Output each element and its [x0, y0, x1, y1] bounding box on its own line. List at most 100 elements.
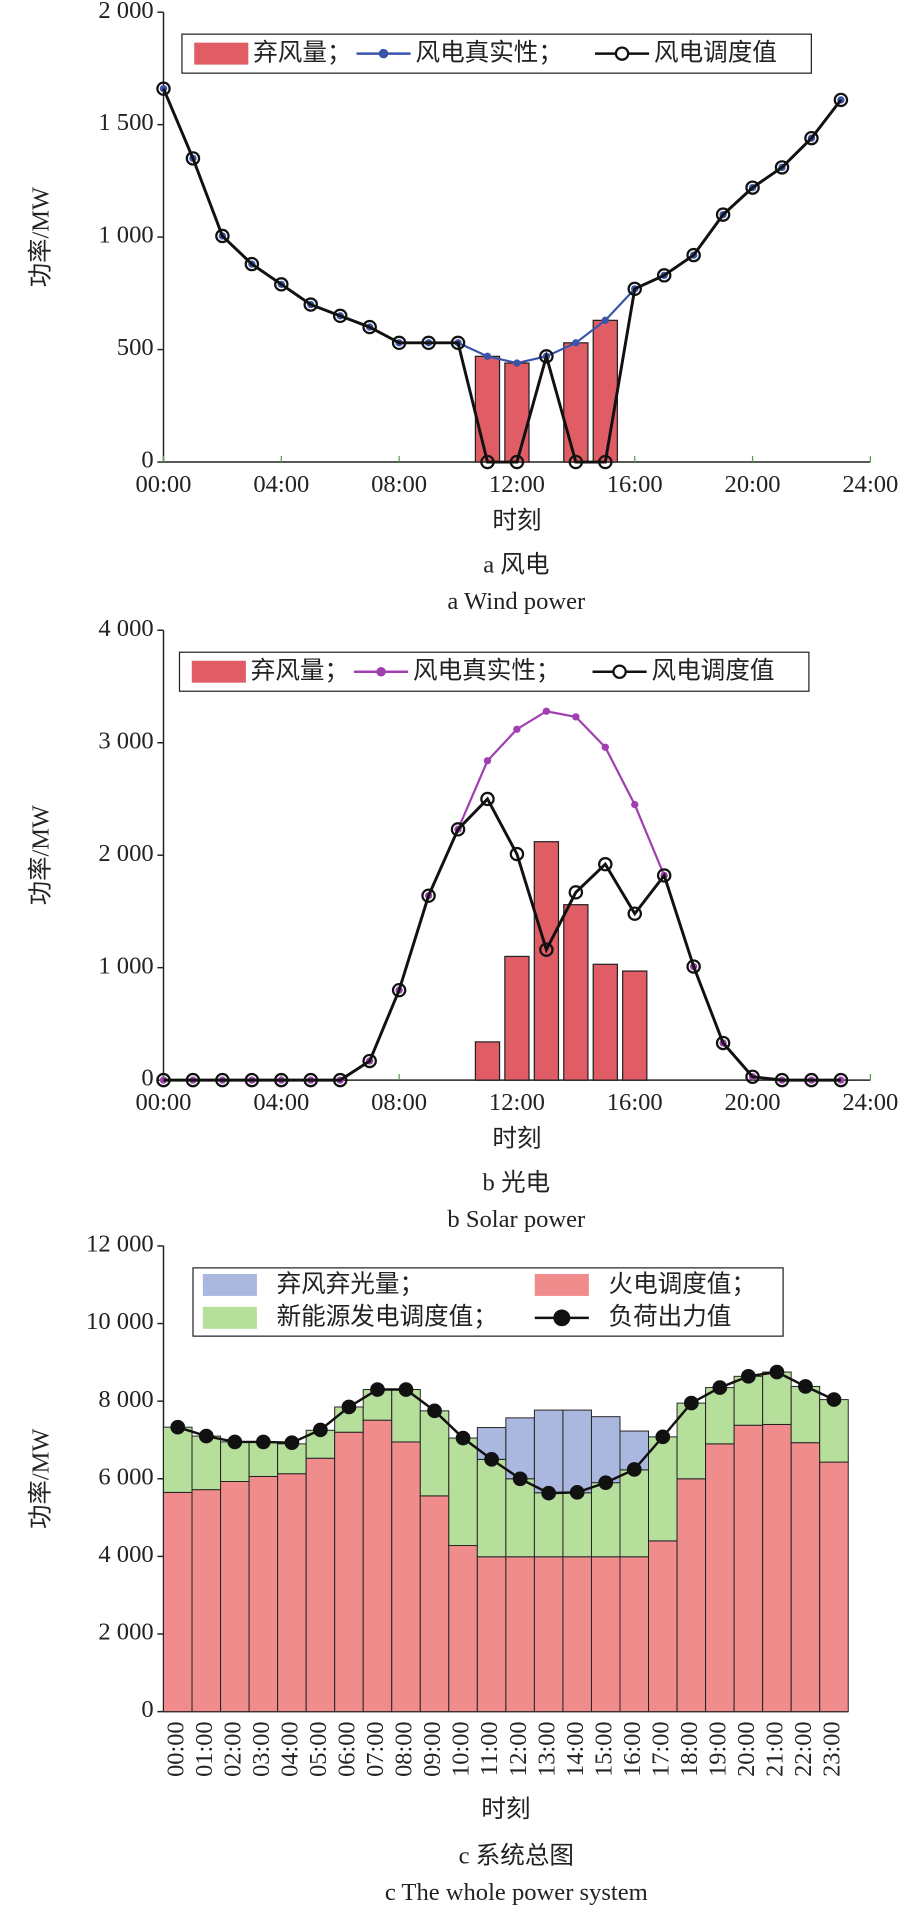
- bar-segment: [163, 1426, 193, 1493]
- bar-segment: [819, 1399, 849, 1463]
- point: [274, 277, 289, 292]
- bar-segment: [391, 1441, 421, 1713]
- point: [332, 308, 348, 324]
- point: [798, 1379, 813, 1394]
- point: [398, 1382, 414, 1397]
- legend-box: [181, 33, 812, 74]
- x-tick-label: 16:00: [619, 1721, 646, 1777]
- point: [686, 247, 701, 263]
- bar: [474, 1041, 501, 1081]
- bar: [622, 970, 648, 1081]
- line: [162, 88, 842, 365]
- caption: c 系统总图: [459, 1842, 574, 1870]
- bar-segment: [562, 1492, 592, 1558]
- point: [513, 725, 521, 733]
- point: [774, 160, 790, 175]
- point: [572, 713, 580, 721]
- point: [826, 1392, 842, 1407]
- point: [362, 319, 377, 335]
- legend-label: 新能源发电调度值；: [277, 1303, 498, 1331]
- legend-marker: [376, 666, 386, 677]
- point: [745, 180, 760, 195]
- x-tick-label: 08:00: [391, 1721, 418, 1777]
- legend-marker: [612, 664, 627, 679]
- legend-label: 风电调度值: [654, 39, 777, 67]
- bar-segment: [648, 1540, 678, 1713]
- bar-segment: [248, 1475, 279, 1713]
- x-tick-label: 04:00: [276, 1721, 303, 1777]
- bar-segment: [419, 1495, 450, 1713]
- y-tick-label: 3 000: [98, 727, 153, 754]
- legend-label: 风电真实性；: [413, 657, 560, 685]
- bar-segment: [505, 1417, 535, 1480]
- y-tick-label: 500: [117, 334, 154, 361]
- y-tick-label: 4 000: [98, 615, 153, 642]
- point: [450, 822, 466, 837]
- point: [185, 1072, 201, 1088]
- point: [741, 1369, 756, 1384]
- point: [483, 352, 492, 360]
- point: [655, 1429, 671, 1445]
- point: [215, 228, 230, 244]
- bar: [592, 963, 618, 1081]
- bar-segment: [819, 1461, 849, 1713]
- bar-segment: [562, 1409, 592, 1494]
- point: [274, 1072, 289, 1088]
- point: [601, 743, 609, 751]
- bar: [563, 904, 589, 1081]
- line: [163, 710, 841, 1082]
- point: [332, 1072, 348, 1088]
- y-tick-label: 10 000: [86, 1308, 154, 1335]
- legend-box: [178, 651, 810, 692]
- bar-segment: [448, 1545, 478, 1713]
- legend-label: 风电调度值: [652, 657, 775, 685]
- bar-segment: [790, 1442, 821, 1713]
- line: [162, 88, 843, 464]
- point: [601, 316, 609, 324]
- point: [804, 1072, 819, 1088]
- legend-label: 负荷出力值: [609, 1303, 732, 1331]
- point: [362, 1053, 377, 1069]
- legend-swatch: [194, 42, 249, 65]
- legend-label: 弃风量；: [253, 39, 351, 67]
- point: [313, 1422, 328, 1438]
- x-tick-label: 00:00: [136, 471, 192, 498]
- bar-segment: [619, 1556, 650, 1713]
- point: [156, 81, 171, 96]
- point: [512, 1471, 528, 1487]
- point: [484, 1452, 499, 1467]
- x-tick-label: 24:00: [842, 471, 898, 498]
- y-axis-label: 功率/MW: [27, 804, 55, 905]
- x-tick-label: 04:00: [253, 471, 309, 498]
- legend-label: 弃风量；: [251, 657, 349, 685]
- point: [627, 906, 642, 921]
- point: [255, 1434, 271, 1450]
- x-tick-label: 12:00: [489, 1089, 545, 1116]
- legend-swatch: [534, 1273, 589, 1296]
- x-axis-label: 时刻: [492, 507, 541, 535]
- legend-marker: [553, 1309, 571, 1327]
- bar-segment: [391, 1389, 421, 1443]
- x-tick-label: 07:00: [362, 1721, 389, 1777]
- bar: [474, 355, 501, 463]
- bar-segment: [305, 1457, 336, 1713]
- bar: [504, 955, 530, 1081]
- x-tick-label: 17:00: [647, 1721, 674, 1777]
- x-tick-label: 21:00: [761, 1721, 788, 1777]
- point: [539, 942, 554, 957]
- x-tick-label: 13:00: [533, 1721, 560, 1777]
- y-tick-label: 0: [141, 1065, 153, 1092]
- x-tick-label: 18:00: [676, 1721, 703, 1777]
- y-tick-label: 0: [141, 1696, 153, 1723]
- x-tick-label: 03:00: [248, 1721, 275, 1777]
- bar-segment: [562, 1556, 592, 1713]
- legend-label: 火电调度值；: [609, 1270, 756, 1298]
- point: [391, 982, 407, 998]
- bar-segment: [762, 1423, 792, 1713]
- x-tick-label: 22:00: [790, 1721, 817, 1777]
- point: [215, 1072, 230, 1088]
- legend-swatch: [191, 660, 246, 683]
- bar: [504, 362, 530, 463]
- y-tick-label: 0: [141, 447, 153, 474]
- point: [804, 130, 819, 146]
